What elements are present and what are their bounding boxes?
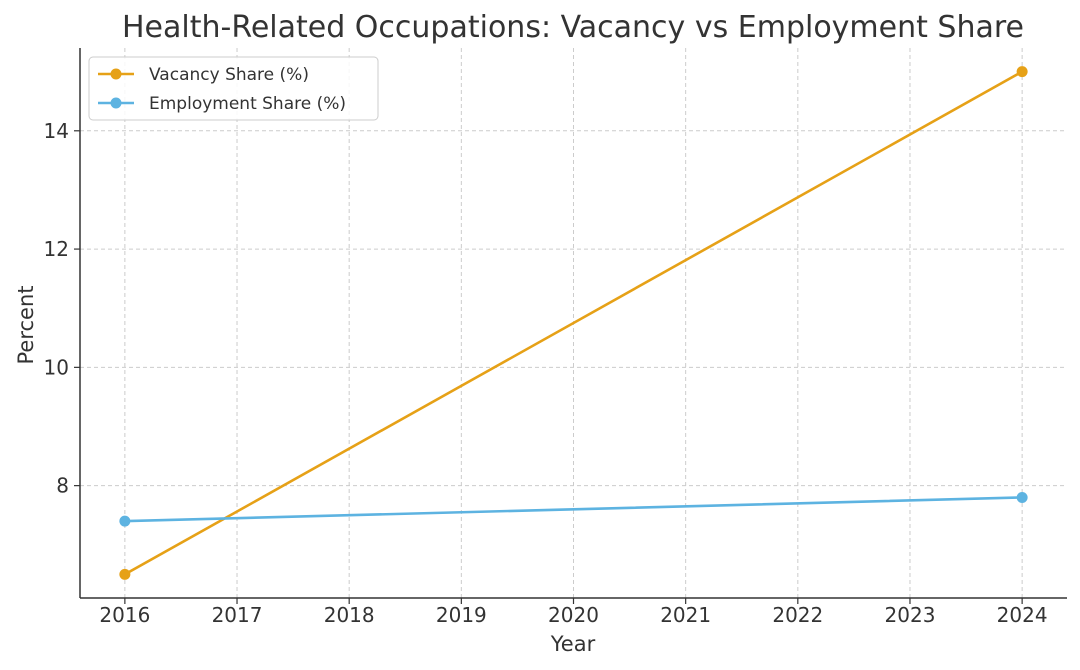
y-ticks: 8 10 12 14 [44, 119, 80, 498]
chart-title: Health-Related Occupations: Vacancy vs E… [122, 10, 1024, 45]
x-tick-label: 2024 [997, 603, 1048, 627]
series-line [123, 70, 1024, 576]
series-group [119, 66, 1028, 580]
y-tick-label: 8 [56, 474, 69, 498]
y-axis-label: Percent [14, 285, 38, 364]
x-tick-label: 2023 [885, 603, 936, 627]
series-1 [119, 491, 1028, 527]
x-tick-label: 2020 [548, 603, 599, 627]
data-point [119, 515, 131, 527]
legend-box [88, 56, 379, 121]
legend-swatch-marker [110, 68, 122, 80]
y-tick-label: 12 [44, 237, 69, 261]
legend-label: Vacancy Share (%) [149, 65, 309, 85]
series-0 [119, 66, 1028, 580]
x-tick-label: 2017 [212, 603, 263, 627]
legend-item: Employment Share (%) [98, 94, 346, 114]
x-ticks: 2016 2017 2018 2019 2020 2021 2022 2023 2024 [99, 598, 1048, 627]
y-tick-label: 10 [44, 355, 69, 379]
x-axis-label: Year [550, 632, 596, 656]
data-point [1016, 66, 1028, 78]
series-line [123, 496, 1024, 523]
x-tick-label: 2018 [324, 603, 375, 627]
legend-item: Vacancy Share (%) [98, 65, 309, 85]
y-tick-label: 14 [44, 119, 69, 143]
legend-swatch-marker [110, 97, 122, 109]
x-tick-label: 2021 [660, 603, 711, 627]
x-tick-label: 2022 [772, 603, 823, 627]
x-tick-label: 2019 [436, 603, 487, 627]
legend-label: Employment Share (%) [149, 94, 346, 114]
legend: Vacancy Share (%) Employment Share (%) [88, 56, 379, 121]
x-tick-label: 2016 [99, 603, 150, 627]
data-point [119, 568, 131, 580]
data-point [1016, 491, 1028, 503]
